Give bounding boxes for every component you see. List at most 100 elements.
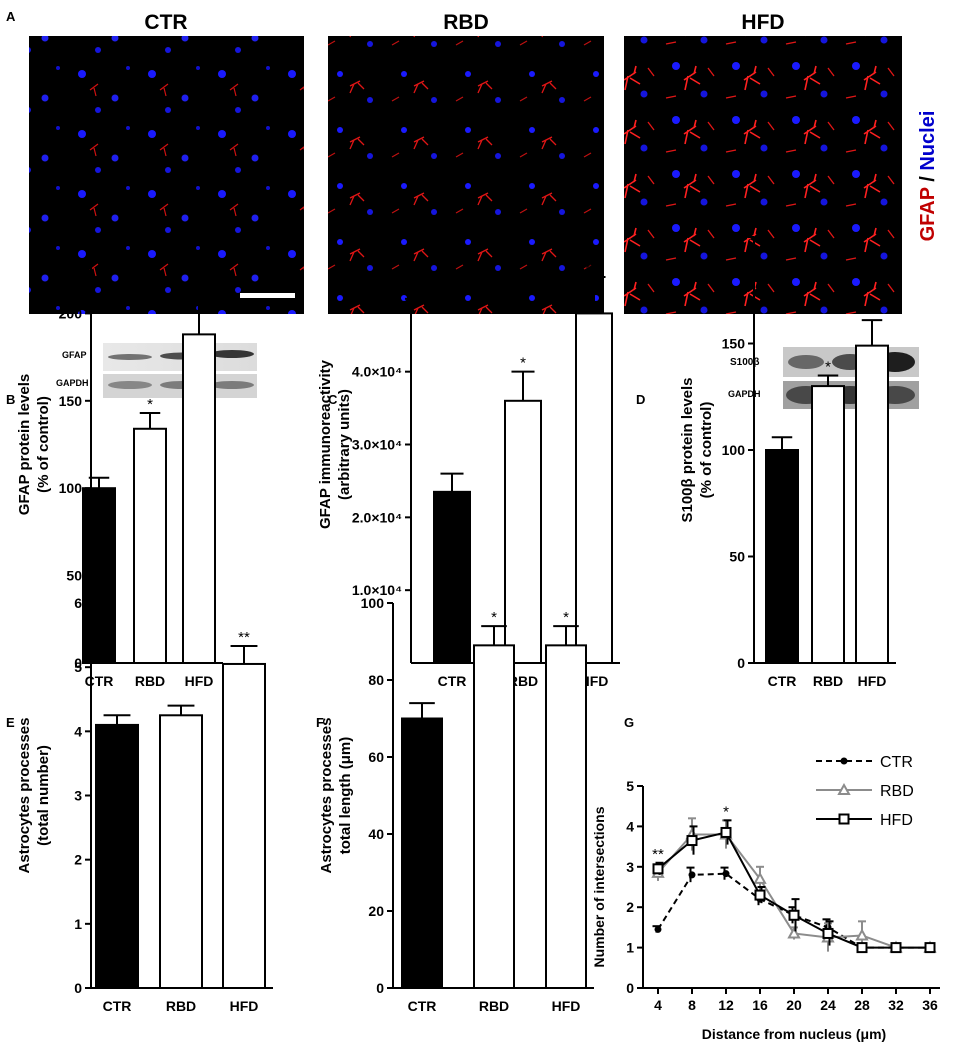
chart-d-x-tick-label: CTR [768,673,797,689]
chart-g-x-tick-label: 4 [654,997,662,1013]
chart-c-x-tick-label: CTR [438,673,467,689]
chart-c-y-label: (arbitrary units) [336,389,353,500]
panel-letter-f: F [316,715,324,730]
chart-e-significance: ** [238,629,250,646]
chart-g-significance: * [723,803,729,820]
blot-band [210,350,254,358]
chart-d-y-tick-label: 100 [722,442,746,458]
chart-g-y-tick-label: 2 [626,899,634,915]
chart-b-x-tick-label: CTR [85,673,114,689]
chart-e-y-tick-label: 2 [74,852,82,868]
chart-f-y-tick-label: 20 [368,903,384,919]
chart-b-y-tick-label: 0 [74,655,82,671]
chart-g-hfd-point [720,826,732,838]
blot-s100-label: S100β [730,357,759,368]
stain-separator: / [917,171,939,188]
chart-b-bar-rbd [133,427,167,664]
chart-g-hfd-point [788,909,800,921]
micrograph-rbd [328,36,604,314]
blot-band [108,381,152,389]
chart-g-hfd-point [686,835,698,847]
chart-c-y-label: GFAP immunoreactivity [317,359,334,529]
chart-e-y-label: (total number) [35,745,52,846]
chart-b-y-label: GFAP protein levels [16,374,33,515]
chart-e-x-tick-label: RBD [166,998,196,1014]
chart-d-x-tick-label: HFD [858,673,887,689]
chart-b-bar-ctr [82,487,116,665]
chart-g-ctr-point [688,871,696,879]
blot-gfap-label: GFAP [62,350,87,360]
chart-c-significance: *** [585,260,603,277]
panel-letter-e: E [6,715,15,730]
blot-s100-gapdh-label: GAPDH [728,389,761,399]
stain-gfap: GFAP [917,187,939,241]
chart-g-hfd-point [822,927,834,939]
chart-b-y-tick-label: 50 [66,568,82,584]
micrograph-ctr [29,36,304,314]
scale-bar [240,293,295,298]
chart-c-significance: * [520,355,526,372]
stain-legend: GFAP / Nuclei [917,111,939,242]
chart-g-legend-ctr-label: CTR [880,754,913,771]
chart-d-bar-rbd [811,385,845,664]
chart-g-x-tick-label: 20 [786,997,802,1013]
chart-g-legend-rbd-label: RBD [880,783,914,800]
chart-f-bar-ctr [401,717,443,989]
chart-g-y-label: Number of intersections [591,806,607,967]
chart-b-y-tick-label: 250 [59,218,83,234]
chart-g-ctr-point [654,925,662,933]
chart-c-y-tick-label: 2.0×10⁴ [352,509,402,525]
chart-e-x-tick-label: HFD [230,998,259,1014]
chart-d-bar-ctr [765,449,799,664]
micrograph-title-ctr: CTR [144,11,187,34]
chart-d-y-tick-label: 200 [722,229,746,245]
chart-g-legend-ctr-marker [840,757,848,765]
chart-b-y-label: (% of control) [35,396,52,493]
chart-g-x-tick-label: 16 [752,997,768,1013]
chart-f-significance: * [563,609,569,626]
chart-g-y-tick-label: 1 [626,940,634,956]
chart-b-x-tick-label: HFD [185,673,214,689]
chart-g-series-ctr-line [657,872,930,949]
chart-f-y-label: total length (μm) [337,737,354,855]
chart-f-y-tick-label: 60 [368,749,384,765]
chart-b-significance: *** [190,286,208,303]
chart-d-y-label: S100β protein levels [679,377,696,522]
chart-g-hfd-point [652,863,664,875]
chart-g-y-tick-label: 5 [626,778,634,794]
chart-g-x-tick-label: 28 [854,997,870,1013]
chart-e-y-tick-label: 6 [74,595,82,611]
blot-band [788,355,824,369]
chart-g-rbd-point [855,928,869,941]
chart-f-significance: * [491,609,497,626]
panel-letter-d: D [636,392,645,407]
stain-nuclei: Nuclei [917,111,939,171]
chart-b-x-tick-label: RBD [135,673,165,689]
chart-g-hfd-point [924,942,936,954]
chart-e-x-tick-label: CTR [103,998,132,1014]
micrograph-title-rbd: RBD [443,11,489,34]
chart-f-y-tick-label: 40 [368,826,384,842]
chart-f-bar-rbd [473,644,515,989]
panel-letter-b: B [6,392,15,407]
chart-g-legend-hfd-label: HFD [880,812,913,829]
chart-g-rbd-point [753,871,767,884]
chart-g-ctr-point [722,870,730,878]
chart-g-legend-hfd-marker [838,813,850,825]
chart-b-y-tick-label: 150 [59,393,83,409]
chart-g-hfd-point [856,942,868,954]
chart-g-legend-rbd-marker [837,782,851,795]
chart-g-x-label: Distance from nucleus (μm) [702,1026,886,1042]
panel-letter-a: A [6,9,16,24]
chart-g-x-tick-label: 12 [718,997,734,1013]
chart-e-y-label: Astrocytes processes [16,718,33,874]
chart-b-y-tick-label: 200 [59,305,83,321]
chart-d-y-tick-label: 0 [737,655,745,671]
chart-f-y-tick-label: 100 [361,595,385,611]
panel-letter-g: G [624,715,634,730]
chart-g-y-tick-label: 4 [626,818,634,834]
chart-d-x-tick-label: RBD [813,673,843,689]
chart-e-y-tick-label: 3 [74,788,82,804]
